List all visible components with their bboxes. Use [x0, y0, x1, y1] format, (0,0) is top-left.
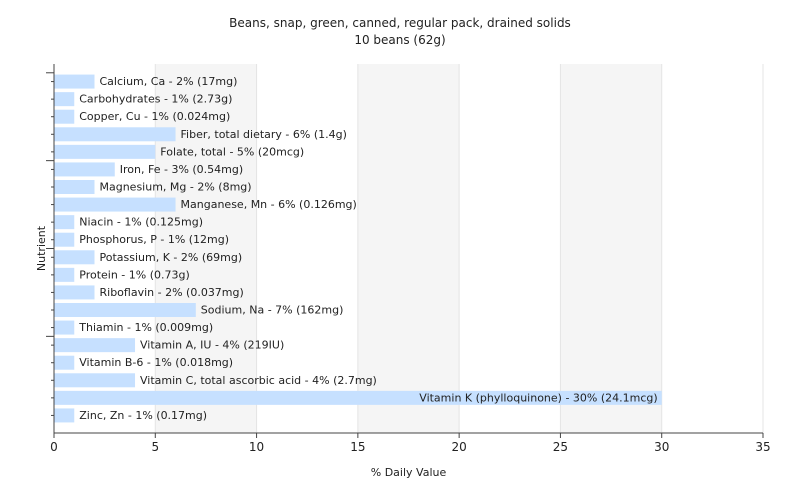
- bar-label: Vitamin B-6 - 1% (0.018mg): [79, 356, 233, 369]
- bar-label: Phosphorus, P - 1% (12mg): [79, 233, 229, 246]
- x-tick-label: 20: [452, 440, 467, 454]
- bar-label: Sodium, Na - 7% (162mg): [201, 304, 344, 317]
- bar-label: Calcium, Ca - 2% (17mg): [100, 75, 238, 88]
- bar: [54, 285, 95, 300]
- chart-title: Beans, snap, green, canned, regular pack…: [229, 16, 571, 30]
- bar: [54, 109, 75, 124]
- bar: [54, 180, 95, 194]
- bar: [54, 144, 156, 159]
- bar: [54, 250, 95, 265]
- bar: [54, 408, 75, 423]
- grid-band: [155, 64, 257, 433]
- x-tick-label: 5: [151, 440, 159, 454]
- x-tick-label: 15: [350, 440, 365, 454]
- bar: [54, 303, 196, 317]
- bar-label: Manganese, Mn - 6% (0.126mg): [181, 198, 357, 211]
- bar: [54, 92, 75, 107]
- x-tick-label: 25: [553, 440, 568, 454]
- bar: [54, 162, 115, 177]
- bar-label: Thiamin - 1% (0.009mg): [78, 321, 213, 334]
- bar-label: Vitamin K (phylloquinone) - 30% (24.1mcg…: [419, 391, 657, 404]
- bar: [54, 338, 136, 353]
- grid-band: [560, 64, 662, 433]
- bar-label: Potassium, K - 2% (69mg): [100, 251, 243, 264]
- bar-label: Iron, Fe - 3% (0.54mg): [120, 163, 243, 176]
- bar: [54, 267, 75, 282]
- bar-label: Niacin - 1% (0.125mg): [79, 216, 203, 229]
- x-axis-title: % Daily Value: [371, 466, 447, 479]
- x-tick-label: 0: [50, 440, 58, 454]
- bar-label: Zinc, Zn - 1% (0.17mg): [79, 409, 207, 422]
- bar-label: Fiber, total dietary - 6% (1.4g): [181, 128, 347, 141]
- bar-label: Carbohydrates - 1% (2.73g): [79, 93, 232, 106]
- grid-band: [357, 64, 460, 433]
- y-axis-title: Nutrient: [35, 225, 48, 271]
- bar: [54, 320, 75, 335]
- bar: [54, 74, 95, 89]
- bar: [54, 215, 75, 230]
- bar: [54, 390, 662, 405]
- x-tick-label: 10: [249, 440, 264, 454]
- bar-label: Folate, total - 5% (20mcg): [160, 145, 304, 158]
- bar-label: Magnesium, Mg - 2% (8mg): [100, 181, 252, 194]
- bar: [54, 127, 176, 142]
- chart-subtitle: 10 beans (62g): [354, 33, 446, 47]
- bar-label: Riboflavin - 2% (0.037mg): [100, 286, 244, 299]
- x-tick-label: 30: [654, 440, 669, 454]
- bar: [54, 197, 176, 212]
- bar-label: Protein - 1% (0.73g): [79, 268, 190, 281]
- bar: [54, 373, 136, 388]
- bar: [54, 355, 75, 370]
- x-tick-label: 35: [755, 440, 770, 454]
- bar: [54, 232, 75, 247]
- bar-label: Vitamin A, IU - 4% (219IU): [140, 339, 284, 352]
- bar-label: Vitamin C, total ascorbic acid - 4% (2.7…: [140, 374, 377, 387]
- bar-label: Copper, Cu - 1% (0.024mg): [79, 110, 230, 123]
